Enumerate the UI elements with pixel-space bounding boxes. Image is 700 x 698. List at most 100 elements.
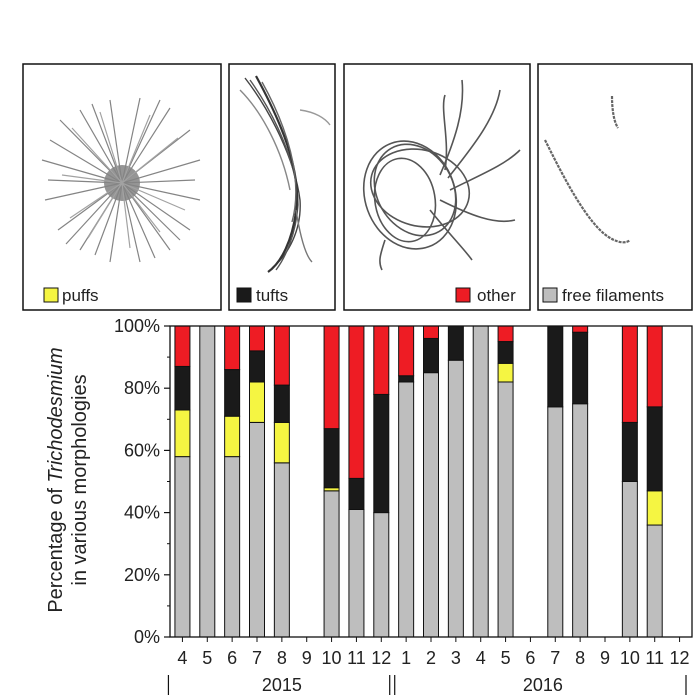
x-tick-label: 2 <box>426 648 436 668</box>
bar-segment-other <box>497 325 514 343</box>
bar-segment-free-filaments <box>472 325 489 638</box>
free-filaments-panel <box>537 63 693 311</box>
bar-segment-other <box>174 325 191 367</box>
bar-segment-puffs <box>646 490 663 526</box>
legend-item-puffs: puffs <box>43 286 99 305</box>
bar-segment-free-filaments <box>547 406 564 638</box>
bar-segment-other <box>323 325 340 430</box>
bar-segment-other <box>373 325 390 395</box>
bar-segment-tufts <box>224 369 241 417</box>
bar-segment-other <box>398 325 415 377</box>
bar-segment-puffs <box>174 409 191 458</box>
bar-segment-free-filaments <box>423 372 439 638</box>
x-axis-ticks: 4 5 6 7 8 9 10 11 12 1 2 3 4 5 6 7 8 9 10 11 12 <box>177 637 690 668</box>
bar-segment-tufts <box>646 406 663 492</box>
other-colony-image <box>362 79 521 271</box>
bar-segment-other <box>348 325 365 479</box>
y-tick-label: 60% <box>124 440 160 460</box>
bar-segment-puffs <box>497 362 514 383</box>
stacked-bar-chart: Percentage of Trichodesmium in various m… <box>45 316 693 695</box>
legend-swatch-other <box>455 287 471 303</box>
bar-segment-free-filaments <box>273 462 290 638</box>
y-axis-label-line2: in various morphologies <box>69 374 91 585</box>
bar-segment-other <box>249 325 265 352</box>
legend-item-free-filaments: free filaments <box>542 286 664 305</box>
x-tick-label: 6 <box>227 648 237 668</box>
bar-segment-tufts <box>497 341 514 364</box>
bar-segment-tufts <box>398 375 415 383</box>
legend-label-puffs: puffs <box>62 286 99 305</box>
year-labels: 2015 2016 <box>167 675 687 695</box>
bar-segment-puffs <box>273 421 290 464</box>
x-tick-label: 10 <box>620 648 640 668</box>
bar-segment-tufts <box>174 365 191 411</box>
bar-segment-free-filaments <box>323 490 340 638</box>
x-tick-label: 8 <box>575 648 585 668</box>
y-axis-label-italic: Trichodesmium <box>45 347 67 482</box>
y-tick-label: 80% <box>124 378 160 398</box>
bar-segment-other <box>423 325 439 339</box>
bar-segment-tufts <box>323 428 340 489</box>
bar-segment-free-filaments <box>224 456 241 638</box>
image-panels <box>22 63 693 311</box>
x-tick-label: 11 <box>645 648 664 668</box>
bar-segment-tufts <box>547 325 564 408</box>
bar-segment-other <box>646 325 663 408</box>
legend-label-tufts: tufts <box>256 286 288 305</box>
legend-swatch-free-filaments <box>542 287 558 303</box>
tuft-colony-image <box>239 75 331 273</box>
svg-text:Percentage of Trichodesmium: Percentage of Trichodesmium <box>45 347 67 612</box>
legend: puffs tufts other free filaments <box>43 286 664 305</box>
legend-label-other: other <box>477 286 516 305</box>
y-axis-label-prefix: Percentage of <box>45 483 67 613</box>
bar-segment-tufts <box>423 337 439 374</box>
bar-segment-tufts <box>572 331 589 405</box>
y-tick-label: 100% <box>114 316 160 336</box>
bar-segment-free-filaments <box>199 325 216 638</box>
bar-segment-tufts <box>373 393 390 514</box>
legend-label-free-filaments: free filaments <box>562 286 664 305</box>
puff-colony-image <box>41 97 201 263</box>
legend-item-other: other <box>455 286 516 305</box>
x-tick-label: 9 <box>302 648 312 668</box>
bar-segment-free-filaments <box>398 381 415 638</box>
x-tick-label: 1 <box>401 648 411 668</box>
x-tick-label: 5 <box>202 648 212 668</box>
bar-segment-free-filaments <box>249 421 265 638</box>
bar-segment-free-filaments <box>447 359 464 638</box>
bar-segment-free-filaments <box>373 512 390 638</box>
bar-segment-tufts <box>447 325 464 361</box>
puffs-panel <box>22 63 222 311</box>
bar-segment-puffs <box>249 381 265 423</box>
x-tick-label: 9 <box>600 648 610 668</box>
x-tick-label: 12 <box>670 648 690 668</box>
bar-segment-other <box>572 325 589 333</box>
free-filament-image <box>544 95 631 244</box>
y-axis-ticks: 0% 20% 40% 60% 80% 100% <box>114 316 170 647</box>
legend-swatch-tufts <box>236 287 252 303</box>
x-tick-label: 6 <box>525 648 535 668</box>
bar-segment-tufts <box>621 421 638 483</box>
bar-segment-free-filaments <box>174 456 191 638</box>
y-tick-label: 40% <box>124 503 160 523</box>
x-tick-label: 3 <box>451 648 461 668</box>
y-tick-label: 0% <box>134 627 160 647</box>
bar-segment-other <box>224 325 241 371</box>
y-tick-label: 20% <box>124 565 160 585</box>
bar-segment-free-filaments <box>646 524 663 638</box>
x-tick-label: 7 <box>550 648 560 668</box>
legend-swatch-puffs <box>43 287 59 303</box>
x-tick-label: 4 <box>476 648 486 668</box>
tufts-panel <box>228 63 336 311</box>
x-tick-label: 5 <box>501 648 511 668</box>
bar-segment-free-filaments <box>572 403 589 638</box>
legend-item-tufts: tufts <box>236 286 288 305</box>
other-panel <box>343 63 531 311</box>
bar-segment-puffs <box>224 415 241 458</box>
x-tick-label: 8 <box>277 648 287 668</box>
bar-segment-tufts <box>348 477 365 510</box>
x-tick-label: 10 <box>322 648 342 668</box>
bar-segment-free-filaments <box>621 481 638 638</box>
x-tick-label: 11 <box>347 648 366 668</box>
